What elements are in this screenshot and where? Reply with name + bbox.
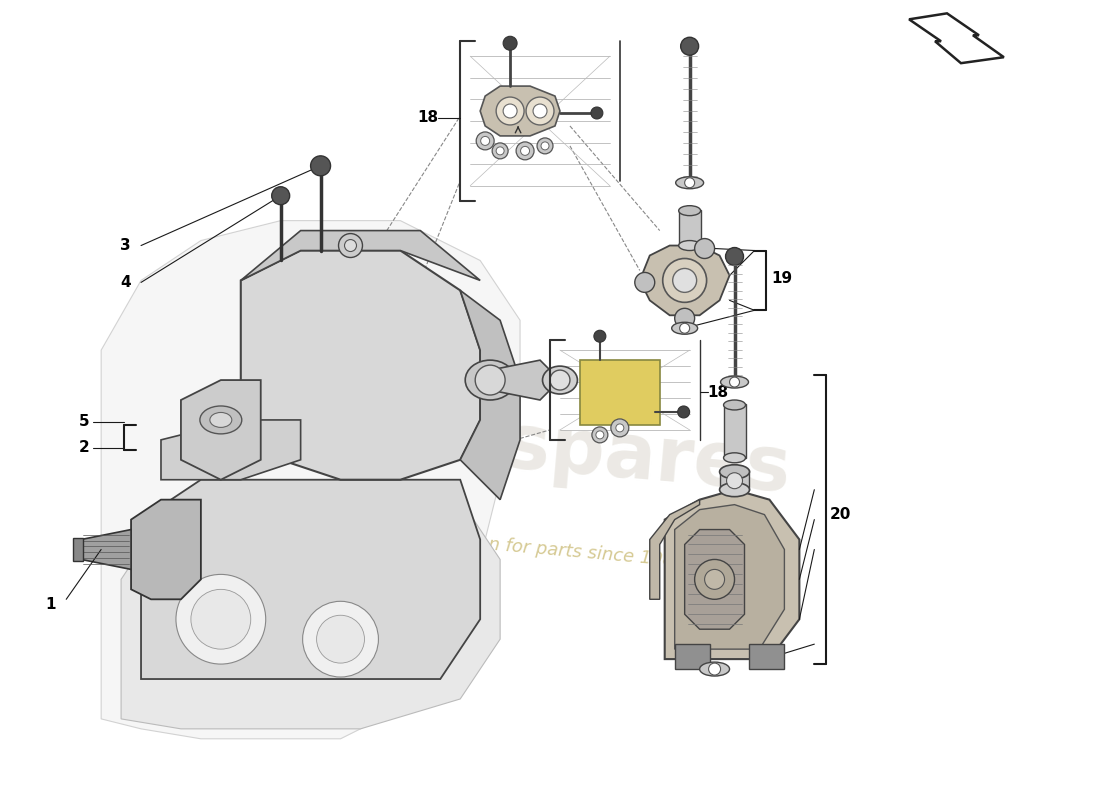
Circle shape [492,143,508,159]
Bar [719,470,749,490]
Bar [74,538,84,562]
Circle shape [591,107,603,119]
Circle shape [344,239,356,251]
Polygon shape [241,230,481,281]
Circle shape [616,424,624,432]
Circle shape [496,147,504,155]
Ellipse shape [700,662,729,676]
Circle shape [476,132,494,150]
Polygon shape [180,380,261,480]
Circle shape [680,323,690,334]
Circle shape [310,156,331,176]
Ellipse shape [675,177,704,189]
Text: 2: 2 [78,440,89,455]
Ellipse shape [672,322,697,334]
Bar [724,404,746,458]
Circle shape [503,36,517,50]
Circle shape [592,427,608,443]
Circle shape [339,234,363,258]
Ellipse shape [542,366,578,394]
Circle shape [537,138,553,154]
Circle shape [705,570,725,590]
Polygon shape [131,500,201,599]
Circle shape [272,186,289,205]
Bar [679,210,701,246]
Text: 3: 3 [120,238,131,253]
Polygon shape [674,644,710,669]
Text: 4: 4 [120,275,131,290]
Text: 20: 20 [829,507,850,522]
Circle shape [662,258,706,302]
Circle shape [550,370,570,390]
Ellipse shape [720,376,748,388]
Circle shape [729,377,739,387]
Text: a passion for parts since 1985: a passion for parts since 1985 [414,529,686,570]
Polygon shape [664,490,800,659]
Ellipse shape [719,482,749,497]
Circle shape [681,38,698,55]
Polygon shape [909,14,1004,63]
Circle shape [708,663,720,675]
Circle shape [635,273,654,292]
Circle shape [726,247,744,266]
Ellipse shape [465,360,515,400]
Circle shape [534,104,547,118]
Polygon shape [749,644,784,669]
Circle shape [694,559,735,599]
Circle shape [678,406,690,418]
Polygon shape [81,530,131,570]
Circle shape [481,137,490,146]
Polygon shape [684,530,745,630]
Text: 18: 18 [707,385,728,399]
Text: eurospares: eurospares [306,392,794,508]
Circle shape [727,473,742,489]
Circle shape [596,431,604,439]
Circle shape [674,308,694,328]
Ellipse shape [719,465,749,478]
Polygon shape [141,480,481,679]
Text: 18: 18 [417,110,438,126]
Text: 1: 1 [46,597,56,612]
Polygon shape [161,420,300,480]
Ellipse shape [210,413,232,427]
Bar [580,360,660,425]
Polygon shape [121,500,501,729]
Circle shape [302,602,378,677]
Circle shape [317,615,364,663]
Circle shape [496,97,524,125]
Circle shape [526,97,554,125]
Circle shape [176,574,266,664]
Circle shape [516,142,534,160]
Polygon shape [241,250,481,480]
Polygon shape [650,500,700,599]
Text: 5: 5 [78,414,89,430]
Circle shape [684,178,694,188]
Circle shape [594,330,606,342]
Ellipse shape [724,453,746,462]
Polygon shape [481,86,560,136]
Ellipse shape [200,406,242,434]
Polygon shape [101,221,520,739]
Ellipse shape [679,241,701,250]
Text: 19: 19 [771,271,793,286]
Polygon shape [674,505,784,649]
Circle shape [503,104,517,118]
Circle shape [673,269,696,292]
Circle shape [475,365,505,395]
Polygon shape [640,246,729,315]
Circle shape [520,146,529,155]
Circle shape [694,238,715,258]
Circle shape [610,419,629,437]
Polygon shape [491,360,560,400]
Circle shape [191,590,251,649]
Polygon shape [460,290,520,500]
Ellipse shape [679,206,701,216]
Ellipse shape [724,400,746,410]
Circle shape [541,142,549,150]
